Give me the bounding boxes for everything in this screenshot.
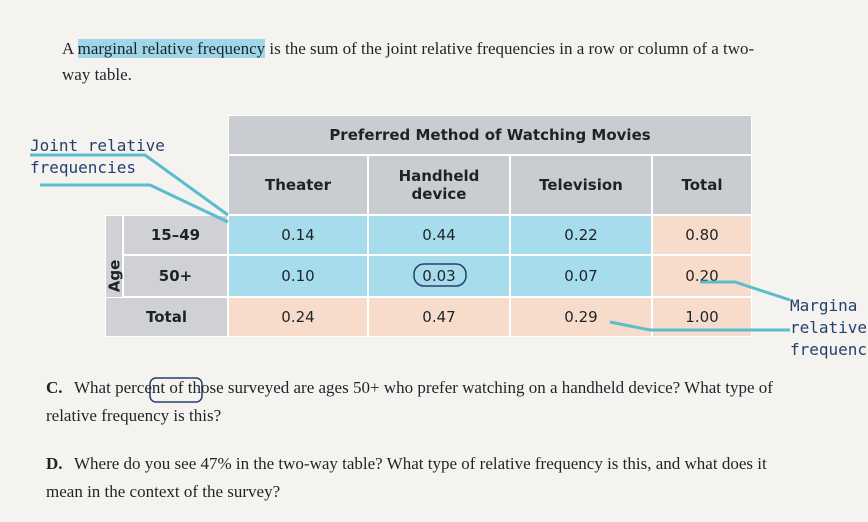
intro-text: is the sum of the joint relative frequen… <box>62 39 755 84</box>
row-header: Total <box>105 297 228 337</box>
circle-mark <box>149 377 203 403</box>
cell: 0.24 <box>228 297 368 337</box>
cell: 0.14 <box>228 215 368 255</box>
column-header: Television <box>510 155 652 215</box>
callout-text: Margina <box>790 296 858 315</box>
row-header: 15–49 <box>123 215 228 255</box>
question: C. What percent of those surveyed are age… <box>46 374 806 430</box>
intro-text: A <box>62 39 78 58</box>
marginal-callout: Margina relative frequenc <box>790 295 868 361</box>
question-text: Where do you see 47% in the two-way tabl… <box>46 454 767 501</box>
cell: 0.44 <box>368 215 510 255</box>
table-title: Preferred Method of Watching Movies <box>228 115 752 155</box>
callout-line <box>40 183 229 224</box>
cell: 0.07 <box>510 255 652 297</box>
cell: 0.47 <box>368 297 510 337</box>
cell: 0.80 <box>652 215 752 255</box>
callout-line <box>609 320 790 332</box>
cell: 0.20 <box>652 255 752 297</box>
callout-line <box>30 153 229 217</box>
column-header: Handheld device <box>368 155 510 215</box>
joint-callout: Joint relative frequencies <box>30 135 165 179</box>
cell: 0.29 <box>510 297 652 337</box>
row-header: 50+ <box>123 255 228 297</box>
column-header: Theater <box>228 155 368 215</box>
question-letter: D. <box>46 454 63 473</box>
callout-text: frequenc <box>790 340 868 359</box>
cell: 0.03 <box>368 255 510 297</box>
callout-text: frequencies <box>30 158 136 177</box>
question-text: What percent of those surveyed are ages … <box>46 378 773 425</box>
question-letter: C. <box>46 378 63 397</box>
term: marginal relative frequency <box>77 39 266 58</box>
cell: 0.22 <box>510 215 652 255</box>
question: D. Where do you see 47% in the two-way ta… <box>46 450 806 506</box>
callout-text: Joint relative <box>30 136 165 155</box>
intro: A marginal relative frequency is the sum… <box>62 36 762 88</box>
cell: 0.10 <box>228 255 368 297</box>
column-header: Total <box>652 155 752 215</box>
callout-text: relative <box>790 318 868 337</box>
circle-mark <box>413 263 467 287</box>
callout-line <box>700 280 791 302</box>
